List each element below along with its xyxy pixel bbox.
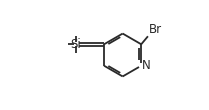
Text: N: N: [142, 59, 151, 72]
Text: Si: Si: [71, 38, 81, 51]
Text: Br: Br: [148, 23, 162, 36]
